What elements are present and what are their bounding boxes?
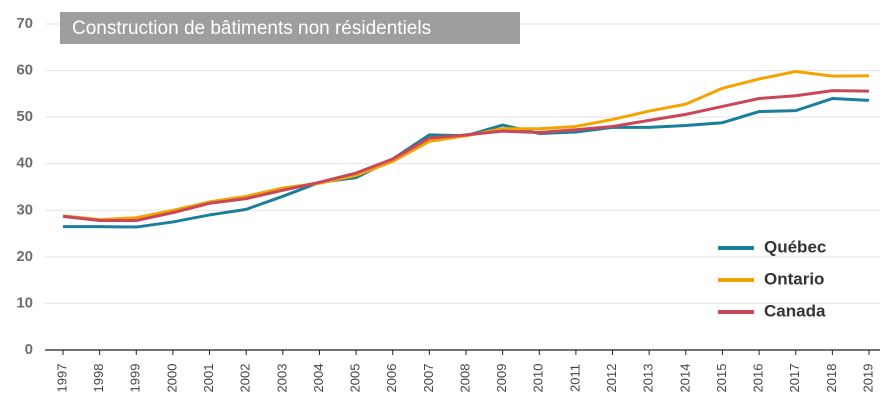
y-tick-label: 50 — [16, 108, 33, 125]
chart-title: Construction de bâtiments non résidentie… — [72, 18, 431, 39]
x-tick-label: 2002 — [238, 364, 253, 393]
x-tick-label: 1999 — [128, 364, 143, 393]
y-tick-label: 10 — [16, 294, 33, 311]
x-tick-label: 2004 — [311, 364, 326, 393]
x-tick-label: 2001 — [201, 364, 216, 393]
legend-label: Québec — [764, 237, 826, 256]
x-tick-label: 2006 — [384, 364, 399, 393]
x-tick-label: 2012 — [604, 364, 619, 393]
x-tick-label: 1998 — [91, 364, 106, 393]
x-tick-label: 2000 — [164, 364, 179, 393]
x-tick-label: 2016 — [751, 364, 766, 393]
x-tick-label: 2003 — [274, 364, 289, 393]
x-tick-label: 1997 — [54, 364, 69, 393]
x-tick-label: 2015 — [714, 364, 729, 393]
line-series — [62, 70, 870, 222]
legend-label: Ontario — [764, 269, 824, 288]
x-tick-label: 2009 — [494, 364, 509, 393]
x-tick-label: 2005 — [348, 364, 363, 393]
y-tick-label: 40 — [16, 155, 33, 172]
x-tick-label: 2008 — [457, 364, 472, 393]
y-tick-label: 30 — [16, 201, 33, 218]
y-tick-label: 70 — [16, 15, 33, 32]
x-tick-label: 2007 — [421, 364, 436, 393]
x-tick-label: 2017 — [787, 364, 802, 393]
x-tick-label: 2013 — [641, 364, 656, 393]
y-tick-label: 0 — [25, 341, 33, 358]
x-tick-label: 2010 — [531, 364, 546, 393]
title-box — [60, 12, 520, 44]
x-tick-label: 2014 — [677, 364, 692, 393]
legend-label: Canada — [764, 301, 826, 320]
y-tick-label: 60 — [16, 62, 33, 79]
line-series — [62, 89, 870, 223]
x-tick-label: 2011 — [567, 364, 582, 392]
x-tick-label: 2019 — [860, 364, 875, 393]
x-tick-label: 2018 — [824, 364, 839, 393]
y-tick-label: 20 — [16, 248, 33, 265]
